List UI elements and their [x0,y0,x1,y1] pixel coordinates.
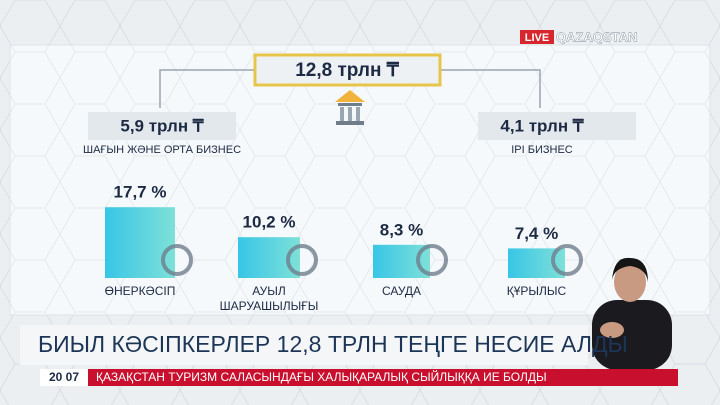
segment-label: ШАҒЫН ЖӘНЕ ОРТА БИЗНЕС [83,144,241,156]
channel-name: QAZAQSTAN [556,29,637,44]
ticker: ҚАЗАҚСТАН ТУРИЗМ САЛАСЫНДАҒЫ ХАЛЫҚАРАЛЫҚ… [96,369,547,384]
segment-amount: 5,9 трлн ₸ [120,116,203,135]
segment-box [88,112,236,140]
value-label: 8,3 % [380,220,423,239]
segment-box [478,112,636,140]
headline: БИЫЛ КӘСІПКЕРЛЕР 12,8 ТРЛН ТЕҢГЕ НЕСИЕ А… [38,331,628,357]
value-label: 17,7 % [114,183,167,202]
sector-label: АУЫЛ ШАРУАШЫЛЫҒЫ [220,284,319,313]
sectors: 17,7 % ӨНЕРКӘСІП 10,2 % АУЫЛ ШАРУАШЫЛЫҒЫ 8,3 … [105,183,583,313]
segment-label: ІРІ БИЗНЕС [511,144,573,156]
ticker-bar [88,369,678,386]
icon [416,244,448,276]
time-box [40,369,88,386]
sector-label: ҚҰРЫЛЫС [507,284,567,298]
icon [551,244,583,276]
bar [238,237,300,278]
time: 20 07 [49,370,79,384]
value-label: 10,2 % [243,213,296,232]
sector-label: ӨНЕРКӘСІП [105,284,176,298]
total-box [253,53,442,87]
bank-icon [335,90,365,125]
sector-label: САУДА [382,284,421,298]
headline-bar [20,325,588,365]
icon [161,244,193,276]
live: LIVE [525,32,549,44]
value-label: 7,4 % [515,224,558,243]
segment-amount: 4,1 трлн ₸ [500,116,583,135]
total: 12,8 трлн ₸ [295,60,400,81]
live-badge [520,30,554,44]
icon [286,244,318,276]
signer [592,257,672,370]
connector [159,69,541,108]
